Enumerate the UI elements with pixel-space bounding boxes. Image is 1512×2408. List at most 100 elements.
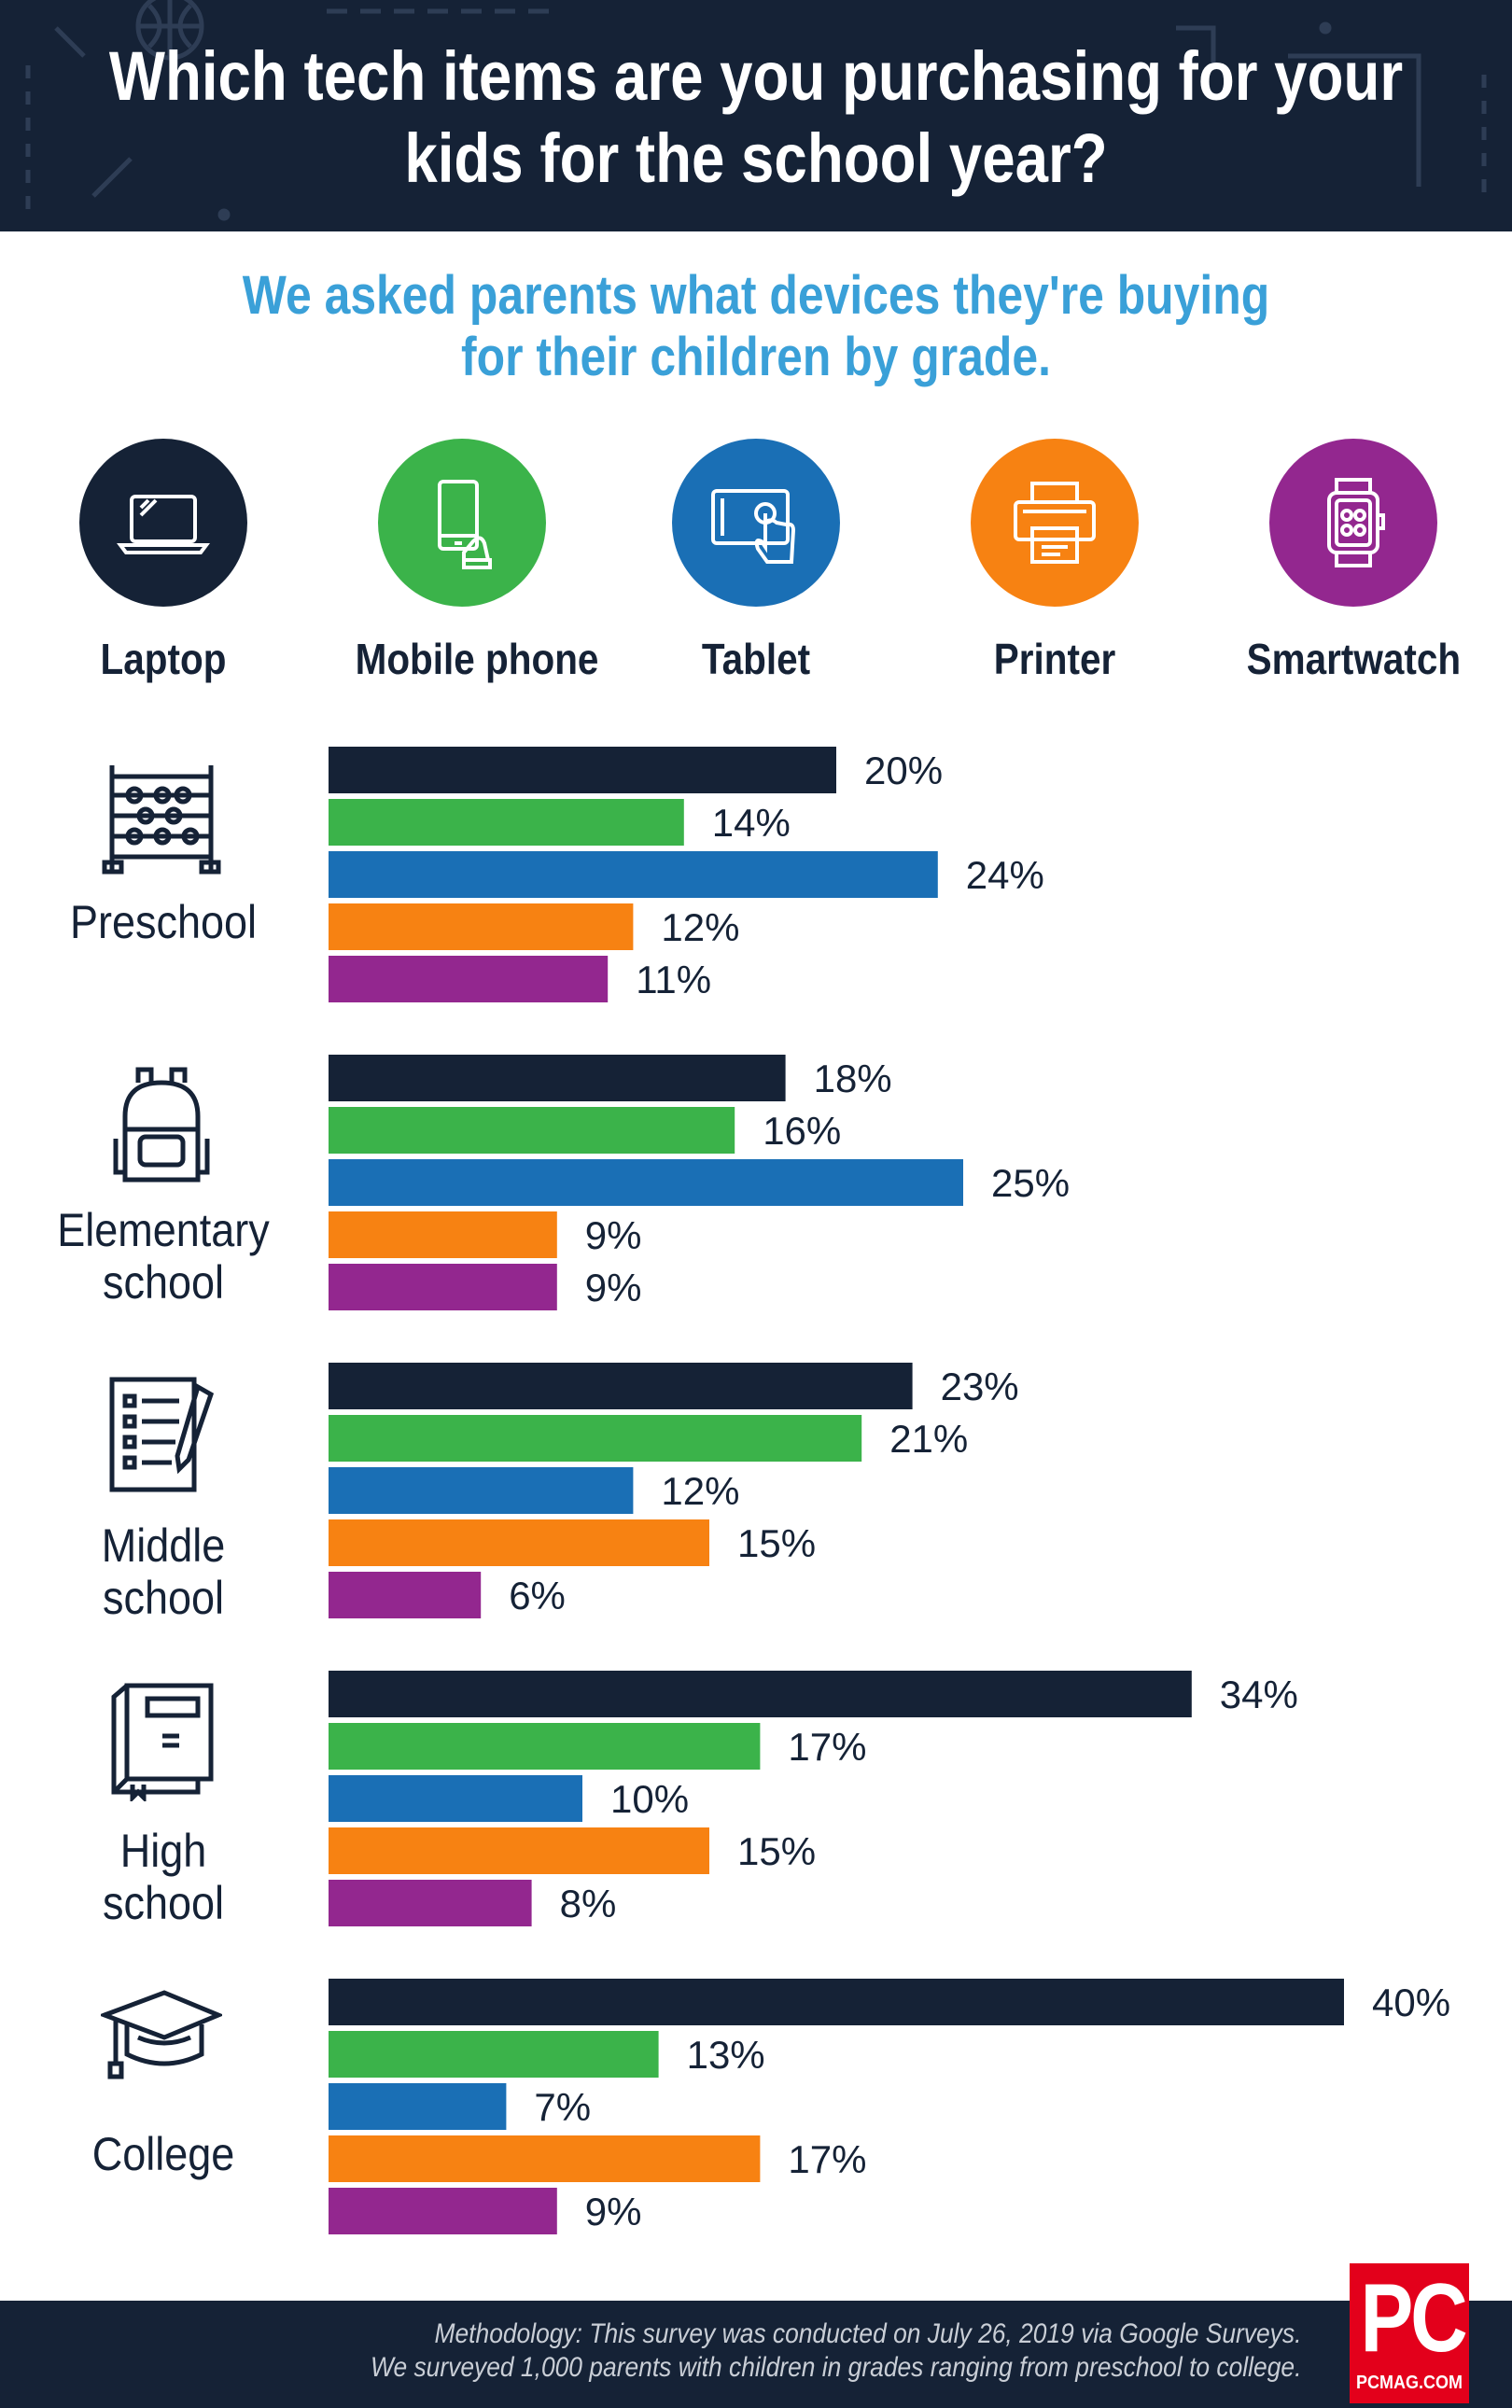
legend-label-mobile-phone: Mobile phone (355, 635, 599, 683)
legend-item-laptop: Laptop (42, 439, 285, 685)
bars-layer: 20% 14% 24% 12% 11% 18% 16% 25% 9% 9% 23% 21% 12% 15%… (329, 747, 1450, 2234)
bar-value-label: 16% (763, 1109, 841, 1153)
pcmag-logo[interactable]: PC PCMAG.COM (1350, 2263, 1469, 2403)
backpack-icon (113, 1067, 210, 1183)
group-label-high-school: High school (34, 1825, 294, 1929)
logo-text: PC (1360, 2264, 1468, 2373)
legend-item-tablet: Tablet (635, 439, 877, 685)
bar-value-label: 6% (509, 1574, 566, 1617)
group-label-line: College (91, 2128, 235, 2180)
group-label-line: Preschool (69, 896, 258, 948)
group-label-elementary-school: Elementary school (34, 1204, 294, 1309)
title-line-2: kids for the school year? (404, 119, 1108, 197)
header-banner: Which tech items are you purchasing for … (0, 0, 1512, 231)
bar-value-label: 24% (966, 853, 1044, 897)
circuit-decoration (25, 0, 1487, 221)
bar-laptop (329, 1979, 1344, 2025)
group-label-line: school (102, 1877, 225, 1929)
bar-smartwatch (329, 1572, 482, 1618)
bar-value-label: 14% (712, 801, 791, 845)
legend-label-printer: Printer (993, 635, 1116, 683)
legend-label-tablet: Tablet (701, 635, 811, 683)
bar-printer (329, 1827, 709, 1874)
bar-value-label: 12% (661, 905, 739, 949)
group-label-middle-school: Middle school (34, 1519, 294, 1624)
bar-smartwatch (329, 1880, 532, 1926)
bar-value-label: 21% (889, 1417, 968, 1461)
bar-value-label: 17% (788, 2137, 866, 2181)
abacus-icon (102, 765, 221, 875)
bar-mobile-phone (329, 1415, 862, 1462)
bar-value-label: 9% (585, 1213, 642, 1257)
bar-printer (329, 1211, 557, 1258)
bar-mobile-phone (329, 799, 684, 846)
group-label-line: Elementary (57, 1204, 270, 1256)
laptop-icon (79, 439, 247, 607)
legend-item-smartwatch: Smartwatch (1232, 439, 1475, 685)
bar-value-label: 9% (585, 2190, 642, 2233)
bar-laptop (329, 747, 836, 793)
group-label-college: College (34, 2128, 294, 2180)
bar-value-label: 9% (585, 1266, 642, 1309)
subtitle-line-1: We asked parents what devices they're bu… (242, 265, 1270, 326)
methodology-note: Methodology: This survey was conducted o… (371, 2317, 1301, 2385)
group-label-preschool: Preschool (34, 896, 294, 948)
checklist-icon (109, 1377, 215, 1492)
legend-item-mobile-phone: Mobile phone (341, 439, 599, 685)
bar-printer (329, 1519, 709, 1566)
bar-tablet (329, 851, 938, 898)
bar-tablet (329, 1775, 582, 1822)
bar-value-label: 23% (941, 1365, 1019, 1408)
mobile-phone-icon (378, 439, 546, 607)
bar-value-label: 12% (661, 1469, 739, 1513)
legend-label-laptop: Laptop (100, 635, 227, 683)
title-line-1: Which tech items are you purchasing for … (108, 37, 1404, 115)
group-label-line: Middle (101, 1519, 226, 1572)
legend-label-smartwatch: Smartwatch (1246, 635, 1462, 683)
bar-value-label: 11% (636, 958, 711, 1001)
methodology-line-1: Methodology: This survey was conducted o… (434, 2318, 1301, 2349)
legend-item-printer: Printer (933, 439, 1176, 685)
methodology-line-2: We surveyed 1,000 parents with children … (370, 2352, 1301, 2383)
bar-laptop (329, 1671, 1192, 1717)
bar-tablet (329, 1159, 963, 1206)
page-title: Which tech items are you purchasing for … (105, 35, 1406, 200)
bar-chart: Preschool Elementary school Middle schoo… (0, 728, 1512, 2240)
bar-value-label: 7% (534, 2085, 591, 2129)
group-label-line: High (119, 1825, 207, 1877)
tablet-icon (672, 439, 840, 607)
group-label-line: school (102, 1572, 225, 1624)
bar-mobile-phone (329, 2031, 659, 2078)
graduation-cap-icon (101, 1990, 222, 2079)
bar-value-label: 20% (864, 749, 943, 792)
bar-value-label: 25% (991, 1161, 1070, 1205)
books-icon (111, 1683, 214, 1801)
bar-printer (329, 2135, 761, 2182)
bar-laptop (329, 1055, 786, 1101)
group-label-line: school (102, 1256, 225, 1309)
bar-value-label: 18% (814, 1057, 892, 1100)
bar-value-label: 10% (610, 1777, 689, 1821)
bar-smartwatch (329, 2188, 557, 2234)
bar-tablet (329, 1467, 634, 1514)
bar-tablet (329, 2083, 507, 2130)
bar-value-label: 13% (687, 2033, 765, 2077)
bar-mobile-phone (329, 1723, 761, 1770)
bar-value-label: 40% (1372, 1981, 1450, 2024)
bar-value-label: 8% (560, 1882, 617, 1925)
bar-printer (329, 903, 634, 950)
bar-value-label: 34% (1220, 1673, 1298, 1716)
printer-icon (971, 439, 1139, 607)
bar-mobile-phone (329, 1107, 735, 1154)
bar-value-label: 15% (737, 1829, 816, 1873)
footer: Methodology: This survey was conducted o… (0, 2301, 1512, 2408)
bar-smartwatch (329, 1264, 557, 1310)
subtitle: We asked parents what devices they're bu… (105, 265, 1406, 388)
bar-laptop (329, 1363, 913, 1409)
smartwatch-icon (1269, 439, 1437, 607)
subtitle-line-2: for their children by grade. (461, 327, 1051, 387)
bar-smartwatch (329, 956, 609, 1002)
bar-value-label: 17% (788, 1725, 866, 1769)
bar-value-label: 15% (737, 1521, 816, 1565)
